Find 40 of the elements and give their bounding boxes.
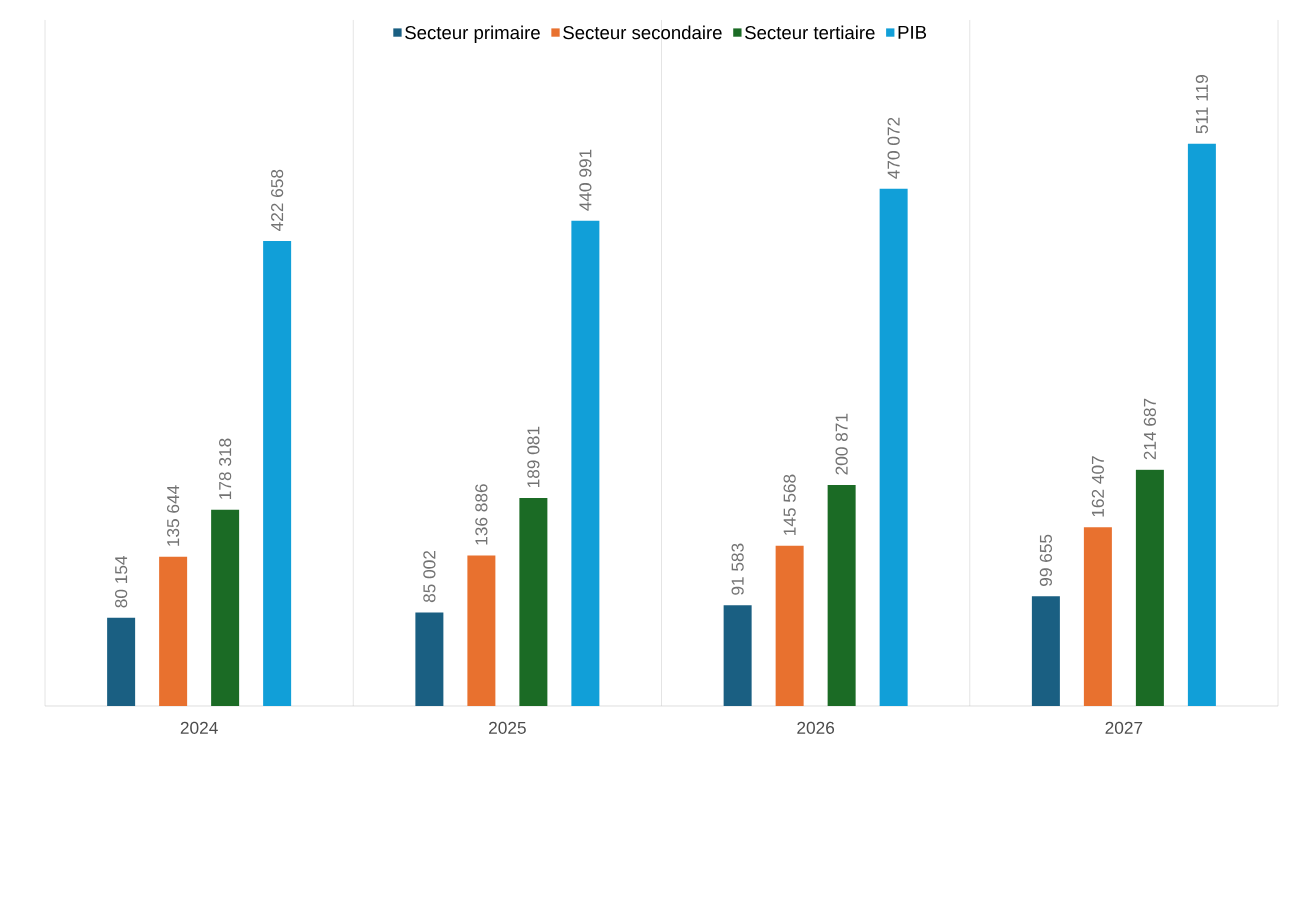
bar (159, 556, 188, 706)
data-label: 422 658 (271, 169, 284, 232)
bar (1135, 469, 1164, 706)
bar (827, 485, 856, 706)
legend-label: Secteur secondaire (563, 25, 722, 40)
bar (519, 497, 548, 706)
data-label: 145 568 (783, 474, 796, 535)
data-label: 136 886 (475, 484, 488, 545)
x-tick-label: 2027 (1105, 721, 1143, 734)
data-label: 189 081 (527, 426, 540, 488)
x-tick-label: 2025 (489, 721, 526, 734)
bar (1083, 527, 1112, 706)
bar (879, 188, 908, 706)
data-label: 85 002 (423, 550, 436, 603)
bar (1031, 596, 1060, 706)
bar (571, 220, 600, 706)
bar (263, 241, 292, 706)
bar (107, 617, 136, 706)
x-tick-label: 2024 (180, 721, 218, 734)
data-label: 99 655 (1039, 534, 1052, 586)
data-label: 135 644 (167, 485, 180, 546)
legend-label: Secteur primaire (405, 25, 540, 43)
data-label: 91 583 (731, 543, 744, 595)
data-label: 214 687 (1143, 398, 1156, 460)
bar (1187, 143, 1216, 706)
bar (723, 605, 752, 706)
bar (415, 612, 444, 706)
data-label: 511 119 (1195, 75, 1208, 134)
bar (467, 555, 496, 706)
x-tick-label: 2026 (797, 721, 835, 734)
data-label: 80 154 (115, 555, 128, 608)
bar (211, 509, 240, 706)
bar (775, 545, 804, 706)
data-label: 178 318 (219, 438, 232, 499)
legend-label: Secteur tertiaire (745, 25, 875, 40)
data-label: 162 407 (1091, 456, 1104, 517)
data-label: 200 871 (835, 413, 848, 475)
data-label: 440 991 (579, 149, 592, 211)
data-label: 470 072 (887, 117, 900, 179)
legend-label: PIB (898, 25, 927, 39)
